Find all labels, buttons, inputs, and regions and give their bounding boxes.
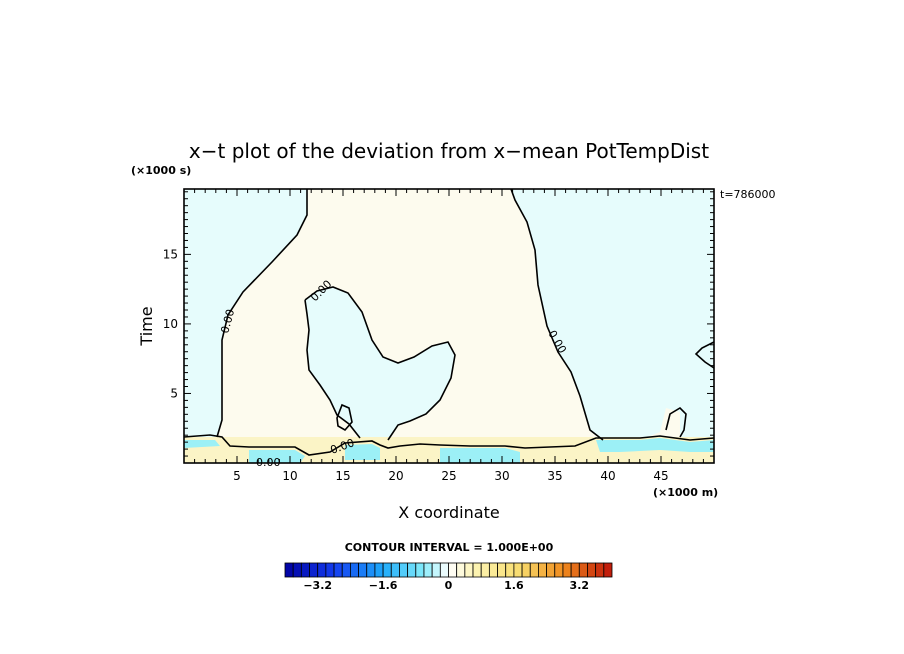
colorbar-cell [317, 562, 327, 578]
contour-bottom [183, 434, 715, 456]
x-tick-label: 5 [233, 469, 241, 483]
bottom-negative-patch-e [184, 440, 220, 448]
colorbar-tick-label: −3.2 [303, 579, 332, 592]
x-tick-label: 20 [388, 469, 403, 483]
bottom-negative-patch-c [440, 448, 520, 463]
colorbar-cell [333, 562, 343, 578]
colorbar-cell [513, 562, 523, 578]
y-tick-label: 15 [163, 247, 178, 261]
colorbar-cell [554, 562, 564, 578]
x-tick-label: 45 [653, 469, 668, 483]
colorbar-cell [488, 562, 498, 578]
colorbar-cell [472, 562, 482, 578]
colorbar-cell [562, 562, 572, 578]
contour-left [216, 189, 308, 438]
contour-right-edge [694, 341, 715, 369]
y-tick-label: 10 [163, 317, 178, 331]
contour-center [304, 286, 456, 441]
colorbar [284, 562, 613, 578]
colorbar-cell [546, 562, 556, 578]
colorbar-cell [349, 562, 359, 578]
y-ticks: 5 10 15 [163, 191, 714, 457]
colorbar-cell [456, 562, 466, 578]
time-stamp: t=786000 [720, 188, 776, 201]
zero-contours [183, 188, 715, 456]
colorbar-cell [431, 562, 441, 578]
x-tick-label: 25 [441, 469, 456, 483]
colorbar-cell [529, 562, 539, 578]
colorbar-cell [390, 562, 400, 578]
colorbar-tick-label: 0 [445, 579, 453, 592]
colorbar-cell [382, 562, 392, 578]
colorbar-cell [521, 562, 531, 578]
contour-bubble-small [336, 403, 353, 432]
chart-title: x−t plot of the deviation from x−mean Po… [189, 139, 709, 163]
negative-region-center [305, 287, 455, 442]
colorbar-cell [464, 562, 474, 578]
x-tick-label: 10 [282, 469, 297, 483]
colorbar-cell [570, 562, 580, 578]
colorbar-cell [399, 562, 409, 578]
colorbar-cell [292, 562, 302, 578]
colorbar-cell [578, 562, 588, 578]
colorbar-cell [480, 562, 490, 578]
x-tick-label: 30 [494, 469, 509, 483]
negative-region-left [184, 189, 307, 437]
colorbar-cell [595, 562, 605, 578]
bottom-negative-patch-a [249, 450, 305, 463]
x-ticks: 5 10 15 20 25 30 35 40 45 [194, 189, 704, 483]
bottom-negative-patch-b [345, 444, 380, 460]
colorbar-cell [309, 562, 319, 578]
colorbar-cell [374, 562, 384, 578]
colorbar-cell [325, 562, 335, 578]
colorbar-cell [587, 562, 597, 578]
y-unit-label: (×1000 s) [131, 164, 191, 177]
colorbar-tick-label: −1.6 [369, 579, 398, 592]
contour-interval-label: CONTOUR INTERVAL = 1.000E+00 [345, 541, 554, 554]
colorbar-cell [284, 562, 294, 578]
colorbar-tick-label: 3.2 [570, 579, 590, 592]
colorbar-cell [439, 562, 449, 578]
colorbar-tick-label: 1.6 [504, 579, 524, 592]
colorbar-cell [505, 562, 515, 578]
contour-label-1: 0.00 [218, 308, 237, 335]
colorbar-cell [603, 562, 613, 578]
colorbar-cell [300, 562, 310, 578]
colorbar-cell [415, 562, 425, 578]
x-tick-label: 15 [335, 469, 350, 483]
colorbar-cell [358, 562, 368, 578]
colorbar-cell [448, 562, 458, 578]
colorbar-cell [423, 562, 433, 578]
y-axis-label: Time [137, 306, 156, 346]
colorbar-cell [366, 562, 376, 578]
plot-area: 0.00 0.00 0.00 0.00 0.00 [183, 188, 715, 469]
colorbar-cell [341, 562, 351, 578]
contour-right [510, 188, 604, 441]
colorbar-cell [538, 562, 547, 578]
colorbar-cell [497, 562, 507, 578]
bottom-negative-patch-d [596, 438, 714, 452]
colorbar-ticks: −3.2 −1.6 0 1.6 3.2 [303, 579, 589, 592]
x-tick-label: 40 [600, 469, 615, 483]
x-unit-label: (×1000 m) [653, 486, 718, 499]
colorbar-cell [407, 562, 417, 578]
x-axis-label: X coordinate [398, 503, 499, 522]
x-tick-label: 35 [547, 469, 562, 483]
negative-region-right [511, 189, 714, 440]
y-tick-label: 5 [170, 386, 178, 400]
contour-right-lobe [665, 406, 687, 438]
